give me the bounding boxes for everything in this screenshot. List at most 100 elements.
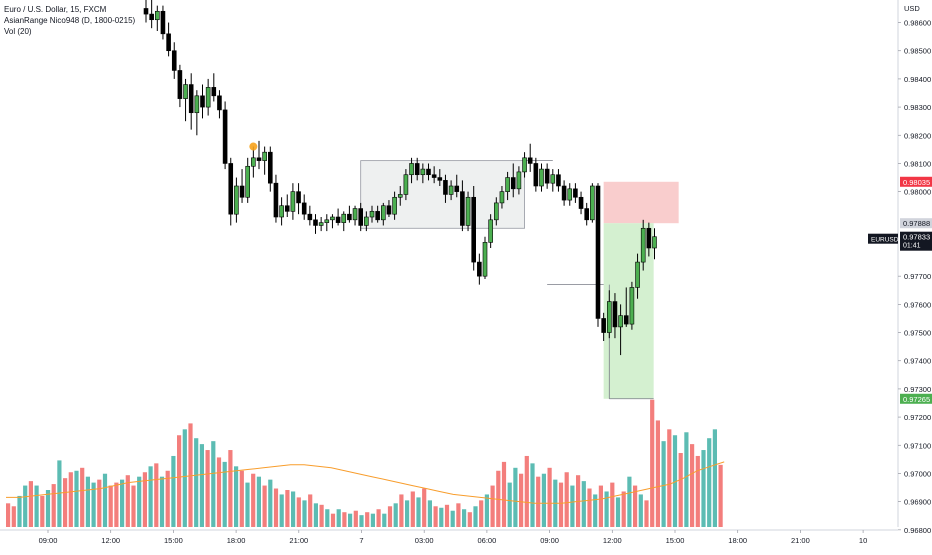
bearish-candle[interactable]	[471, 196, 477, 263]
bearish-candle[interactable]	[143, 8, 149, 15]
bullish-candle[interactable]	[155, 10, 160, 21]
bearish-candle[interactable]	[256, 157, 262, 161]
bullish-candle[interactable]	[392, 196, 397, 215]
bullish-candle[interactable]	[397, 194, 403, 198]
signal-marker-circle[interactable]	[249, 142, 258, 151]
bullish-candle[interactable]	[522, 157, 527, 173]
bearish-candle[interactable]	[149, 13, 154, 21]
symbol-title[interactable]: Euro / U.S. Dollar, 15, FXCM	[4, 5, 107, 14]
bullish-candle[interactable]	[488, 219, 493, 243]
bearish-candle[interactable]	[211, 87, 217, 97]
bullish-candle[interactable]	[205, 87, 211, 108]
bearish-candle[interactable]	[171, 50, 177, 71]
bullish-candle[interactable]	[183, 84, 188, 99]
bullish-candle[interactable]	[629, 287, 635, 325]
bullish-candle[interactable]	[290, 191, 296, 212]
bearish-candle[interactable]	[188, 84, 194, 114]
bearish-candle[interactable]	[426, 168, 431, 176]
bullish-candle[interactable]	[493, 202, 499, 221]
bearish-candle[interactable]	[335, 216, 341, 223]
bullish-candle[interactable]	[465, 196, 471, 226]
stop-price-label[interactable]	[900, 176, 932, 187]
bullish-candle[interactable]	[380, 205, 386, 221]
bullish-candle[interactable]	[652, 236, 657, 249]
bullish-candle[interactable]	[505, 177, 510, 192]
bearish-candle[interactable]	[267, 151, 273, 184]
bullish-candle[interactable]	[403, 174, 409, 195]
bearish-candle[interactable]	[646, 227, 652, 249]
bearish-candle[interactable]	[460, 191, 465, 226]
bearish-candle[interactable]	[217, 95, 222, 111]
bearish-candle[interactable]	[623, 315, 629, 325]
bearish-candle[interactable]	[477, 261, 482, 277]
stop-loss-zone[interactable]	[603, 181, 679, 224]
entry-price-label[interactable]	[900, 218, 932, 229]
bearish-candle[interactable]	[347, 213, 352, 221]
bullish-candle[interactable]	[539, 168, 544, 187]
bearish-candle[interactable]	[177, 70, 183, 99]
bullish-candle[interactable]	[550, 174, 556, 184]
target-price-label[interactable]	[900, 393, 932, 404]
bearish-candle[interactable]	[273, 182, 279, 218]
bearish-candle[interactable]	[584, 208, 590, 221]
bearish-candle[interactable]	[284, 205, 290, 212]
bullish-candle[interactable]	[369, 211, 375, 218]
bearish-candle[interactable]	[510, 177, 516, 190]
bearish-candle[interactable]	[313, 219, 318, 226]
bearish-candle[interactable]	[296, 191, 301, 204]
bullish-candle[interactable]	[590, 185, 595, 221]
bullish-candle[interactable]	[640, 227, 646, 263]
bearish-candle[interactable]	[556, 174, 561, 187]
bullish-candle[interactable]	[352, 208, 358, 221]
bullish-candle[interactable]	[618, 315, 623, 328]
bullish-candle[interactable]	[341, 213, 347, 223]
bullish-candle[interactable]	[606, 301, 612, 333]
bearish-candle[interactable]	[375, 211, 380, 221]
bullish-candle[interactable]	[516, 171, 522, 190]
bearish-candle[interactable]	[239, 185, 245, 198]
bullish-candle[interactable]	[567, 188, 573, 201]
bearish-candle[interactable]	[544, 168, 550, 184]
bearish-candle[interactable]	[561, 185, 567, 201]
bearish-candle[interactable]	[307, 213, 313, 221]
bearish-candle[interactable]	[301, 202, 307, 215]
bearish-candle[interactable]	[573, 188, 578, 198]
bearish-candle[interactable]	[443, 180, 448, 195]
bullish-candle[interactable]	[420, 168, 426, 176]
bearish-candle[interactable]	[612, 301, 618, 328]
bullish-candle[interactable]	[194, 95, 200, 114]
bearish-candle[interactable]	[601, 318, 606, 333]
bearish-candle[interactable]	[533, 163, 539, 187]
bearish-candle[interactable]	[431, 174, 437, 178]
bullish-candle[interactable]	[318, 222, 324, 226]
bearish-candle[interactable]	[454, 185, 460, 192]
bullish-candle[interactable]	[279, 205, 284, 218]
bearish-candle[interactable]	[160, 10, 166, 35]
bullish-candle[interactable]	[482, 242, 488, 277]
bullish-candle[interactable]	[262, 151, 267, 161]
bullish-candle[interactable]	[251, 157, 256, 167]
bearish-candle[interactable]	[414, 163, 420, 176]
bullish-candle[interactable]	[324, 219, 330, 223]
bullish-candle[interactable]	[364, 216, 369, 226]
bearish-candle[interactable]	[222, 109, 228, 164]
bearish-candle[interactable]	[578, 196, 584, 209]
volume-indicator-title[interactable]: Vol (20)	[4, 27, 32, 36]
symbol-tag[interactable]	[868, 233, 898, 244]
bearish-candle[interactable]	[595, 185, 601, 319]
bullish-candle[interactable]	[448, 185, 454, 195]
current-price-label[interactable]	[900, 231, 932, 251]
bearish-candle[interactable]	[386, 205, 392, 215]
bearish-candle[interactable]	[358, 208, 364, 226]
bearish-candle[interactable]	[437, 177, 443, 181]
bearish-candle[interactable]	[228, 163, 234, 215]
bearish-candle[interactable]	[200, 95, 205, 108]
bullish-candle[interactable]	[330, 216, 335, 221]
indicator-title[interactable]: AsianRange Nico948 (D, 1800-0215)	[4, 16, 136, 25]
bullish-candle[interactable]	[499, 191, 505, 204]
bullish-candle[interactable]	[409, 163, 414, 176]
bearish-candle[interactable]	[527, 157, 533, 164]
bearish-candle[interactable]	[166, 33, 171, 52]
